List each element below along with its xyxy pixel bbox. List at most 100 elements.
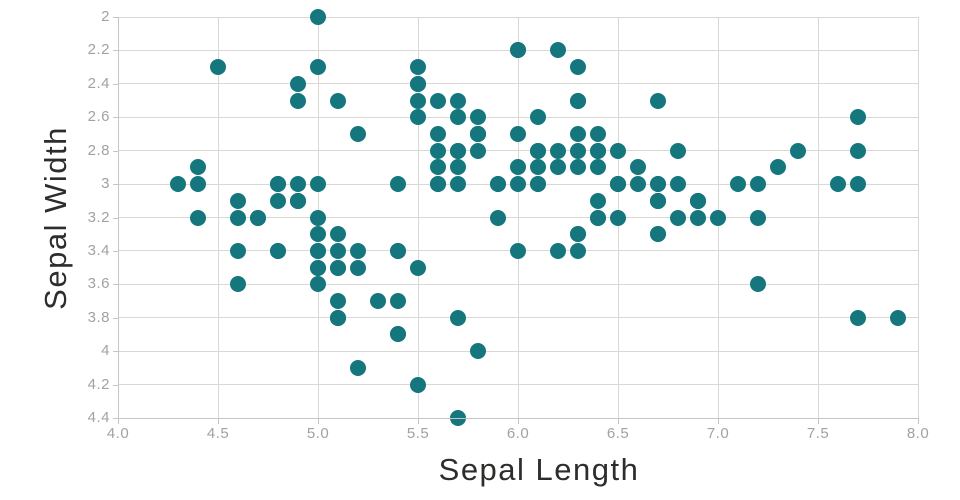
data-point <box>590 125 606 142</box>
data-point <box>630 176 646 193</box>
data-point <box>350 359 366 376</box>
data-point <box>590 142 606 159</box>
data-point <box>190 159 206 176</box>
data-point <box>850 109 866 126</box>
y-tick-label: 3.4 <box>87 241 110 259</box>
x-tick-mark <box>918 419 919 424</box>
y-tick-mark <box>113 150 118 152</box>
data-point <box>670 209 686 226</box>
x-tick-label: 8.0 <box>906 425 930 442</box>
x-tick-mark <box>618 419 619 424</box>
data-point <box>310 209 326 226</box>
data-point <box>490 176 506 193</box>
data-point <box>590 192 606 209</box>
data-point <box>390 326 406 343</box>
x-axis-title: Sepal Length <box>438 452 640 487</box>
x-tick-label: 4.5 <box>206 425 230 442</box>
data-point <box>590 209 606 226</box>
data-point <box>530 109 546 126</box>
data-point <box>590 159 606 176</box>
data-point <box>610 209 626 226</box>
data-point <box>470 125 486 142</box>
y-tick-mark <box>113 317 118 319</box>
gridline-vertical <box>417 17 419 418</box>
data-point <box>330 259 346 276</box>
data-point <box>770 159 786 176</box>
data-point <box>310 259 326 276</box>
data-point <box>750 209 766 226</box>
data-point <box>290 192 306 209</box>
data-point <box>510 42 526 59</box>
data-point <box>430 92 446 109</box>
x-axis-line <box>118 418 919 419</box>
y-tick-label: 3.8 <box>87 308 110 326</box>
data-point <box>350 259 366 276</box>
y-tick-mark <box>113 284 118 286</box>
data-point <box>550 159 566 176</box>
data-point <box>750 276 766 293</box>
data-point <box>170 176 186 193</box>
data-point <box>490 209 506 226</box>
data-point <box>470 343 486 360</box>
data-point <box>570 159 586 176</box>
data-point <box>230 276 246 293</box>
data-point <box>710 209 726 226</box>
data-point <box>250 209 266 226</box>
x-tick-mark <box>518 419 519 424</box>
data-point <box>330 92 346 109</box>
data-point <box>410 259 426 276</box>
gridline-vertical <box>217 17 219 418</box>
data-point <box>570 92 586 109</box>
data-point <box>850 176 866 193</box>
y-tick-mark <box>113 184 118 186</box>
data-point <box>510 242 526 259</box>
data-point <box>570 226 586 243</box>
x-tick-label: 7.5 <box>806 425 830 442</box>
data-point <box>450 159 466 176</box>
y-tick-label: 3 <box>101 175 110 193</box>
data-point <box>390 176 406 193</box>
data-point <box>510 125 526 142</box>
data-point <box>410 92 426 109</box>
data-point <box>790 142 806 159</box>
data-point <box>610 142 626 159</box>
y-tick-label: 2.6 <box>87 108 110 126</box>
y-tick-label: 2.2 <box>87 41 110 59</box>
data-point <box>430 159 446 176</box>
data-point <box>290 92 306 109</box>
y-tick-mark <box>113 50 118 52</box>
data-point <box>730 176 746 193</box>
y-tick-mark <box>113 117 118 119</box>
data-point <box>410 59 426 76</box>
data-point <box>450 92 466 109</box>
data-point <box>550 42 566 59</box>
data-point <box>310 9 326 25</box>
data-point <box>410 376 426 393</box>
x-tick-mark <box>218 419 219 424</box>
data-point <box>270 242 286 259</box>
data-point <box>530 176 546 193</box>
x-tick-mark <box>818 419 819 424</box>
y-tick-label: 2 <box>101 8 110 25</box>
data-point <box>190 209 206 226</box>
data-point <box>530 142 546 159</box>
y-axis-line <box>118 17 119 419</box>
y-tick-label: 2.8 <box>87 141 110 159</box>
data-point <box>550 242 566 259</box>
y-tick-label: 4.4 <box>87 409 110 426</box>
y-tick-mark <box>113 17 118 18</box>
y-tick-mark <box>113 250 118 252</box>
data-point <box>530 159 546 176</box>
x-tick-mark <box>718 419 719 424</box>
data-point <box>290 176 306 193</box>
x-tick-label: 4.0 <box>106 425 130 442</box>
y-tick-label: 4.2 <box>87 375 110 393</box>
data-point <box>510 176 526 193</box>
gridline-vertical <box>517 17 519 418</box>
data-point <box>330 242 346 259</box>
data-point <box>750 176 766 193</box>
data-point <box>470 142 486 159</box>
x-tick-mark <box>418 419 419 424</box>
data-point <box>550 142 566 159</box>
